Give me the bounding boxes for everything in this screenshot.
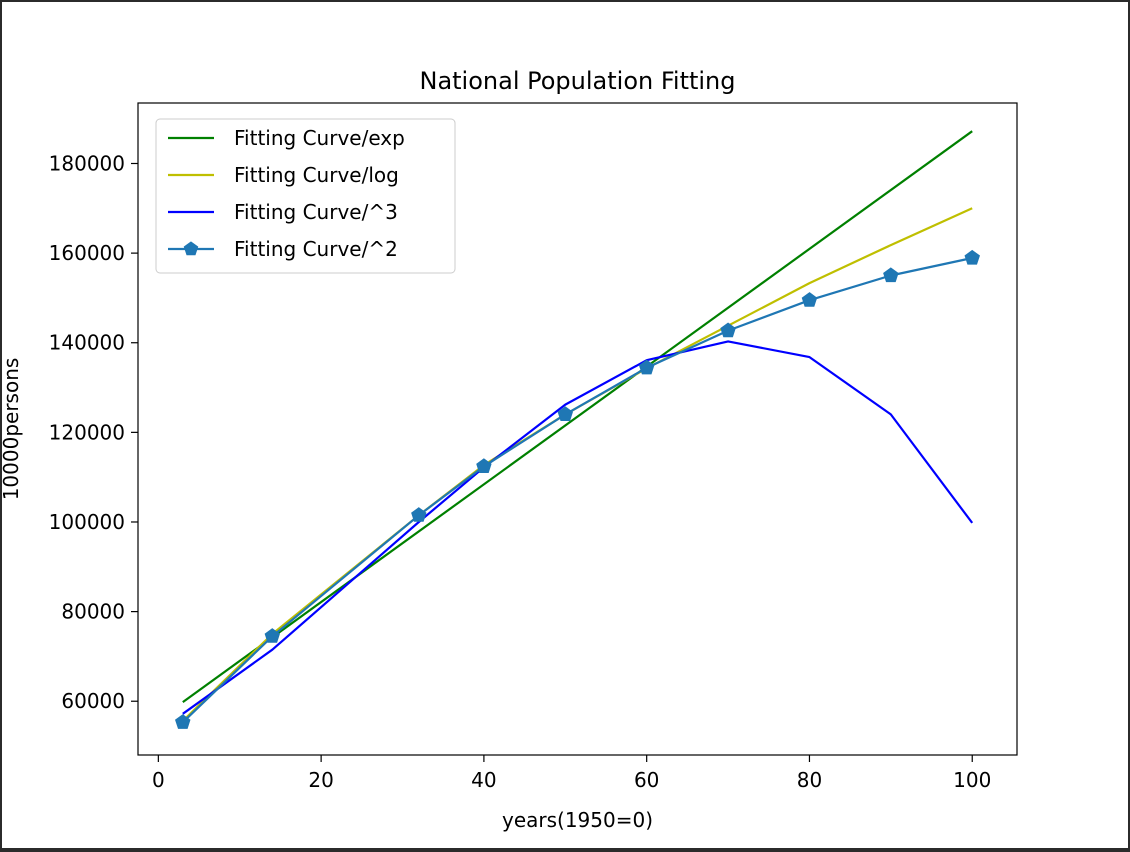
data-point [175, 714, 191, 729]
legend-item: Fitting Curve/exp [168, 126, 405, 150]
y-axis-label: 10000persons [2, 358, 23, 501]
axis-ticks: 0 20 40 60 80 100 60000 80000 100000 120000 140000… [49, 151, 992, 792]
x-tick-label: 0 [152, 768, 165, 792]
data-point [801, 292, 818, 307]
x-tick-label: 60 [634, 768, 659, 792]
y-tick-label: 100000 [49, 510, 125, 534]
data-point [264, 628, 280, 643]
data-point [411, 507, 427, 522]
series-line [182, 207, 973, 722]
legend-label: Fitting Curve/log [234, 163, 399, 187]
legend-item: Fitting Curve/^2 [168, 237, 398, 261]
data-point [638, 359, 655, 375]
legend-label: Fitting Curve/^2 [234, 237, 398, 261]
legend-item: Fitting Curve/^3 [168, 200, 398, 224]
plot-area [137, 102, 1018, 756]
x-axis-label: years(1950=0) [502, 808, 653, 832]
legend-item: Fitting Curve/log [168, 163, 399, 187]
data-point [883, 267, 899, 283]
y-tick-label: 160000 [49, 241, 125, 265]
y-tick-label: 60000 [61, 689, 125, 713]
data-point [720, 322, 736, 338]
x-tick-label: 40 [471, 768, 496, 792]
legend-box [155, 118, 456, 274]
data-point [964, 249, 980, 265]
series-layer [175, 130, 980, 729]
legend-label: Fitting Curve/exp [234, 126, 405, 150]
x-tick-label: 20 [308, 768, 333, 792]
x-tick-label: 100 [953, 768, 991, 792]
series-1 [182, 130, 973, 703]
series-4 [175, 249, 980, 729]
legend-marker [183, 241, 199, 256]
series-line [182, 130, 973, 703]
chart-title: National Population Fitting [419, 67, 735, 95]
y-tick-label: 140000 [49, 331, 125, 355]
series-2 [182, 207, 973, 722]
legend-label: Fitting Curve/^3 [234, 200, 398, 224]
y-tick-label: 80000 [61, 600, 125, 624]
data-point [557, 406, 573, 421]
y-tick-label: 180000 [49, 151, 125, 175]
legend: Fitting Curve/exp Fitting Curve/log Fittin… [155, 118, 456, 274]
y-tick-label: 120000 [49, 420, 125, 444]
series-3 [182, 340, 974, 715]
series-line [182, 256, 973, 724]
x-tick-label: 80 [797, 768, 822, 792]
data-point [476, 458, 492, 473]
series-line [182, 340, 974, 715]
